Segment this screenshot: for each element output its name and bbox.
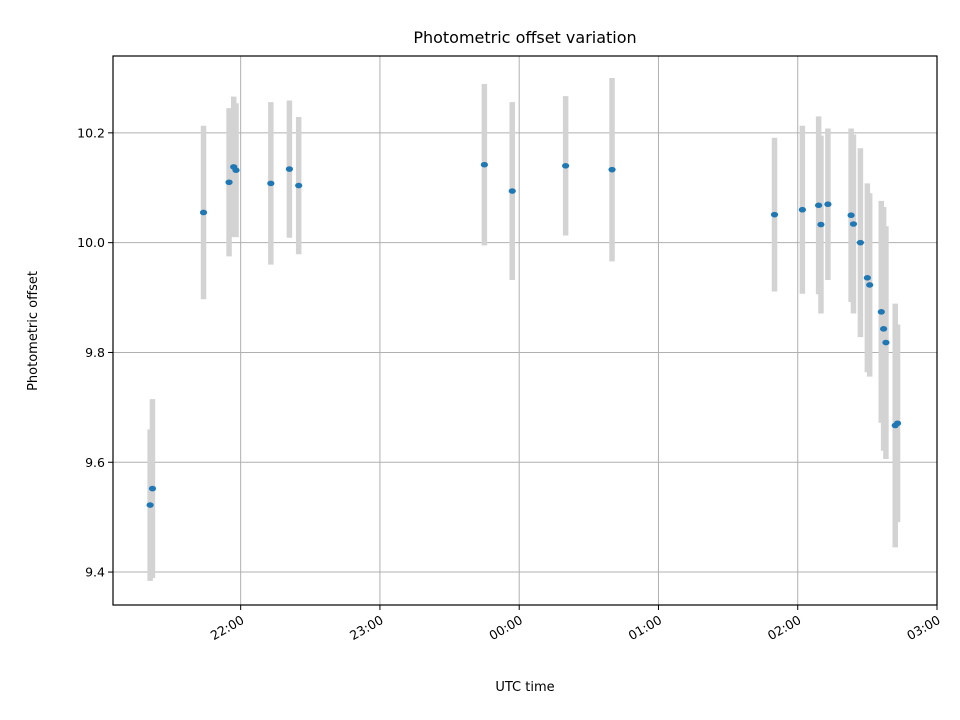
y-tick-label: 9.6 xyxy=(85,455,105,470)
data-point xyxy=(847,212,855,219)
y-axis-label: Photometric offset xyxy=(26,271,41,391)
data-point xyxy=(770,211,779,218)
x-axis-label: UTC time xyxy=(495,680,554,695)
chart-title: Photometric offset variation xyxy=(413,28,636,47)
data-point xyxy=(817,221,825,228)
data-point xyxy=(199,209,208,216)
data-point xyxy=(866,282,874,288)
data-point xyxy=(824,201,832,208)
y-tick-label: 10.2 xyxy=(77,125,105,140)
data-point xyxy=(562,163,570,169)
data-point xyxy=(849,221,858,227)
data-point xyxy=(232,167,240,173)
data-point xyxy=(267,180,275,187)
data-points xyxy=(146,161,902,508)
y-axis-ticks: 9.4 9.6 9.8 10.0 10.2 xyxy=(77,125,113,580)
data-point xyxy=(893,420,902,427)
data-point xyxy=(882,339,890,346)
data-point xyxy=(480,161,488,168)
y-tick-label: 9.8 xyxy=(85,345,105,360)
data-point xyxy=(508,188,516,194)
plot-area-frame xyxy=(112,55,938,606)
y-tick-label: 9.4 xyxy=(85,565,105,580)
data-point xyxy=(285,166,294,172)
data-point xyxy=(608,166,616,173)
data-point xyxy=(863,274,871,281)
data-point xyxy=(295,182,303,189)
data-point xyxy=(856,239,865,246)
data-point xyxy=(148,485,157,492)
data-point xyxy=(815,202,823,209)
data-point xyxy=(146,502,154,508)
y-tick-label: 10.0 xyxy=(77,235,105,250)
data-point xyxy=(225,179,233,186)
data-point xyxy=(880,326,888,332)
data-point xyxy=(877,309,885,315)
data-point xyxy=(798,206,806,213)
